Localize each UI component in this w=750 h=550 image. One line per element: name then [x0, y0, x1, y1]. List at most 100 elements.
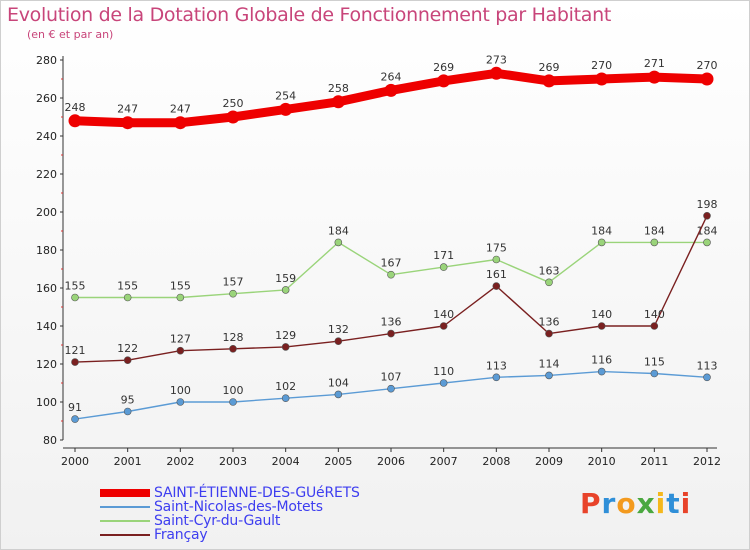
data-point — [597, 238, 606, 247]
y-tick-label: 120 — [36, 358, 57, 371]
data-label: 114 — [539, 357, 560, 370]
data-label: 198 — [697, 198, 718, 211]
y-tick-label: 180 — [36, 244, 57, 257]
legend-label: Saint-Nicolas-des-Motets — [154, 499, 323, 515]
data-point — [176, 398, 185, 406]
data-point — [545, 329, 553, 338]
x-tick-label: 2005 — [324, 455, 352, 468]
y-tick-label: 160 — [36, 282, 57, 295]
data-point — [229, 398, 237, 406]
data-point — [279, 102, 293, 116]
data-point — [492, 255, 501, 264]
data-point — [703, 212, 711, 220]
data-point — [384, 83, 398, 97]
data-label: 163 — [539, 264, 560, 277]
y-tick-label: 240 — [36, 130, 57, 143]
data-point — [173, 116, 187, 130]
chart-title: Evolution de la Dotation Globale de Fonc… — [7, 4, 612, 26]
legend-label: Françay — [154, 527, 208, 543]
data-label: 100 — [223, 384, 244, 397]
data-label: 250 — [223, 97, 244, 110]
data-point — [545, 371, 553, 380]
legend-item: SAINT-ÉTIENNE-DES-GUéRETS — [100, 486, 360, 500]
x-tick-label: 2009 — [535, 455, 563, 468]
data-label: 159 — [275, 272, 296, 285]
data-point — [545, 278, 553, 287]
data-point — [650, 322, 659, 330]
data-label: 115 — [644, 356, 665, 369]
data-point — [492, 373, 501, 382]
data-label: 269 — [539, 61, 560, 74]
data-point — [123, 356, 132, 365]
data-point — [387, 329, 395, 338]
x-tick-label: 2001 — [114, 455, 142, 468]
brand-letter: i — [680, 487, 692, 520]
brand-logo: Proxiti — [580, 487, 691, 520]
y-tick-label: 100 — [36, 396, 57, 409]
legend-item: Saint-Nicolas-des-Motets — [100, 500, 360, 514]
data-point — [489, 66, 503, 80]
data-point — [597, 367, 606, 376]
data-label: 269 — [433, 61, 454, 74]
legend-swatch — [100, 489, 150, 497]
data-label: 171 — [433, 249, 454, 262]
y-tick-label: 140 — [36, 320, 57, 333]
y-tick-label: 220 — [36, 168, 57, 181]
y-tick-label: 260 — [36, 92, 57, 105]
data-point — [123, 407, 132, 416]
data-point — [334, 238, 343, 247]
data-point — [439, 263, 448, 271]
data-point — [542, 74, 556, 88]
data-label: 157 — [223, 276, 244, 289]
data-point — [176, 346, 185, 355]
data-point — [703, 238, 711, 247]
x-tick-label: 2004 — [272, 455, 300, 468]
data-point — [71, 293, 79, 302]
data-label: 121 — [65, 344, 86, 357]
x-tick-label: 2007 — [430, 455, 458, 468]
data-label: 136 — [381, 316, 402, 329]
data-label: 107 — [381, 371, 402, 384]
x-tick-label: 2002 — [166, 455, 194, 468]
legend-swatch — [100, 520, 150, 522]
legend-item: Saint-Cyr-du-Gault — [100, 514, 360, 528]
data-label: 270 — [697, 59, 718, 72]
data-label: 167 — [381, 257, 402, 270]
data-point — [492, 282, 501, 290]
data-point — [439, 322, 448, 330]
data-label: 91 — [68, 401, 82, 414]
data-point — [281, 286, 290, 294]
data-point — [281, 394, 290, 403]
data-label: 127 — [170, 333, 191, 346]
data-label: 155 — [170, 280, 191, 293]
legend-label: SAINT-ÉTIENNE-DES-GUéRETS — [154, 485, 360, 501]
data-label: 155 — [65, 280, 86, 293]
data-point — [176, 293, 185, 302]
x-tick-label: 2011 — [640, 455, 668, 468]
legend-item: Françay — [100, 528, 360, 542]
legend-swatch — [100, 534, 150, 536]
data-point — [703, 373, 711, 382]
legend: SAINT-ÉTIENNE-DES-GUéRETS Saint-Nicolas-d… — [100, 486, 360, 542]
data-point — [331, 95, 345, 109]
data-label: 113 — [486, 359, 507, 372]
brand-letter: t — [666, 487, 681, 520]
data-point — [334, 337, 343, 346]
data-label: 132 — [328, 323, 349, 336]
brand-letter: r — [601, 487, 617, 520]
data-label: 271 — [644, 57, 665, 70]
x-tick-label: 2008 — [482, 455, 510, 468]
data-label: 116 — [591, 354, 612, 367]
data-label: 122 — [117, 342, 138, 355]
data-label: 100 — [170, 384, 191, 397]
data-label: 136 — [539, 316, 560, 329]
x-tick-label: 2006 — [377, 455, 405, 468]
data-point — [597, 322, 606, 330]
data-label: 184 — [591, 224, 612, 237]
legend-swatch — [100, 506, 150, 508]
data-label: 247 — [170, 103, 191, 116]
data-label: 270 — [591, 59, 612, 72]
data-point — [121, 116, 135, 130]
data-label: 140 — [591, 308, 612, 321]
